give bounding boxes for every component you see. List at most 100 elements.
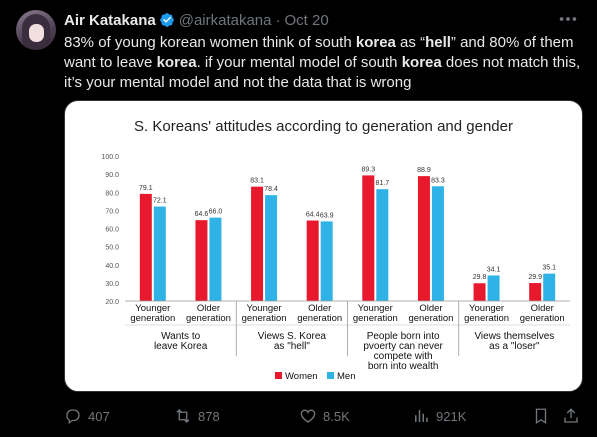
data-label: 29.9: [528, 274, 542, 281]
bar-men: [487, 275, 500, 301]
bold-keyword: korea: [355, 34, 396, 51]
bar-men: [376, 189, 389, 301]
views-button[interactable]: 921K: [412, 404, 466, 428]
bar-women: [306, 220, 319, 301]
x-sub-label: Older: [419, 303, 442, 314]
x-group-label: as "hell": [274, 341, 310, 352]
share-icon: [564, 408, 578, 423]
x-sub-label: generation: [353, 313, 398, 324]
x-group-label: Wants to: [161, 331, 201, 342]
bar-women: [529, 283, 542, 301]
like-icon: [300, 409, 316, 423]
data-label: 66.0: [209, 209, 223, 216]
y-tick-label: 70.0: [105, 208, 119, 215]
handle[interactable]: @airkatakana: [178, 11, 272, 29]
bookmark-icon: [535, 408, 547, 425]
x-group-label: compete with: [374, 351, 433, 362]
y-tick-label: 30.0: [105, 281, 119, 288]
bar-chart: S. Koreans' attitudes according to gener…: [101, 118, 570, 382]
view-count: 921K: [436, 408, 467, 424]
legend-label: Women: [285, 371, 318, 382]
bar-men: [320, 221, 333, 301]
legend-label: Men: [337, 371, 355, 382]
tweet-text: 83% of young korean women think of south…: [64, 34, 581, 91]
reply-button[interactable]: 407: [64, 404, 110, 428]
reply-icon: [66, 409, 80, 425]
x-sub-label: Older: [531, 303, 554, 314]
bar-men: [153, 206, 166, 301]
display-name[interactable]: Air Katakana: [64, 11, 156, 29]
bold-keyword: hell: [425, 34, 451, 51]
data-label: 81.7: [376, 180, 390, 187]
x-sub-label: generation: [464, 313, 509, 324]
verified-badge-icon: [159, 13, 174, 27]
x-group-label: as a "loser": [489, 341, 540, 352]
legend-swatch: [327, 372, 334, 379]
data-label: 34.1: [487, 266, 501, 273]
reply-count: 407: [88, 408, 110, 424]
y-tick-label: 100.0: [101, 154, 119, 161]
x-group-label: Views S. Korea: [258, 331, 327, 342]
data-label: 63.9: [320, 212, 334, 219]
bar-women: [473, 283, 486, 301]
bar-men: [209, 217, 222, 301]
data-label: 79.1: [139, 185, 153, 192]
x-sub-label: generation: [408, 313, 453, 324]
y-tick-label: 40.0: [105, 263, 119, 270]
x-sub-label: generation: [130, 313, 175, 324]
legend-swatch: [275, 372, 282, 379]
x-sub-label: Older: [308, 303, 331, 314]
views-icon: [415, 410, 428, 422]
timestamp[interactable]: Oct 20: [284, 11, 329, 29]
x-sub-label: Younger: [135, 303, 170, 314]
data-label: 72.1: [153, 198, 167, 205]
x-group-label: leave Korea: [154, 341, 208, 352]
more-icon[interactable]: [557, 8, 579, 30]
x-group-label: Views themselves: [474, 331, 554, 342]
data-label: 29.8: [473, 274, 487, 281]
like-count: 8.5K: [323, 408, 350, 424]
x-group-label: pvoerty can never: [363, 341, 443, 352]
y-tick-label: 60.0: [105, 227, 119, 234]
share-button[interactable]: [562, 404, 586, 428]
y-tick-label: 90.0: [105, 172, 119, 179]
x-sub-label: Younger: [358, 303, 393, 314]
data-label: 35.1: [542, 265, 556, 272]
bar-women: [362, 175, 375, 301]
y-tick-label: 20.0: [105, 299, 119, 306]
x-sub-label: generation: [242, 313, 287, 324]
x-sub-label: generation: [186, 313, 231, 324]
repost-count: 878: [198, 408, 220, 424]
data-label: 64.6: [195, 211, 209, 218]
repost-icon: [176, 409, 190, 423]
bar-women: [417, 176, 430, 301]
x-group-label: People born into: [367, 331, 440, 342]
x-sub-label: Younger: [469, 303, 504, 314]
bar-women: [195, 220, 208, 301]
data-label: 83.3: [431, 177, 445, 184]
bar-men: [543, 273, 556, 301]
like-button[interactable]: 8.5K: [299, 404, 350, 428]
bar-women: [251, 186, 264, 301]
data-label: 64.4: [306, 212, 320, 219]
x-sub-label: generation: [297, 313, 342, 324]
y-tick-label: 80.0: [105, 190, 119, 197]
bookmark-button[interactable]: [532, 404, 556, 428]
bold-keyword: korea: [156, 54, 197, 71]
data-label: 83.1: [250, 178, 264, 185]
data-label: 89.3: [362, 166, 376, 173]
data-label: 88.9: [417, 167, 431, 174]
repost-button[interactable]: 878: [174, 404, 220, 428]
y-tick-label: 50.0: [105, 245, 119, 252]
avatar[interactable]: [16, 10, 56, 50]
bold-keyword: korea: [401, 54, 442, 71]
separator: ·: [275, 11, 281, 29]
tweet-image[interactable]: S. Koreans' attitudes according to gener…: [64, 100, 583, 392]
x-sub-label: Younger: [247, 303, 282, 314]
chart-title: S. Koreans' attitudes according to gener…: [134, 118, 513, 135]
bar-men: [265, 195, 278, 301]
bar-men: [431, 186, 444, 301]
action-bar: 407 878 8.5K 921K: [64, 404, 582, 428]
x-sub-label: generation: [520, 313, 565, 324]
tweet-header: Air Katakana @airkatakana · Oct 20: [64, 10, 329, 30]
